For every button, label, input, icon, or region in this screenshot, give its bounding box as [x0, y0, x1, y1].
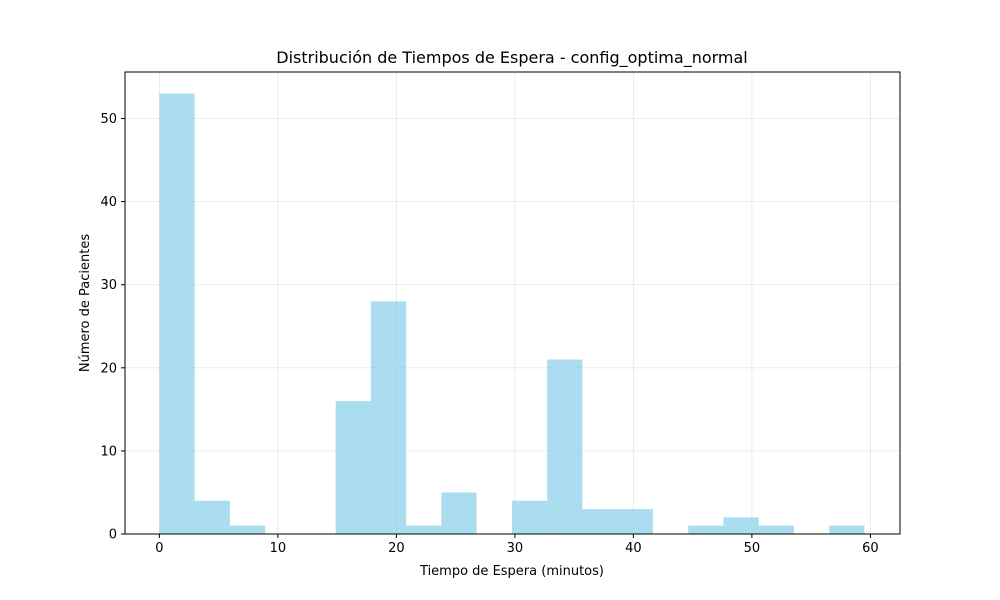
histogram-bar-16 [723, 517, 759, 534]
x-axis-ticks: 0 10 20 30 40 50 60 [155, 534, 879, 556]
x-tick-label: 10 [270, 541, 287, 556]
histogram-bar-1 [194, 500, 230, 534]
chart-title: Distribución de Tiempos de Espera - conf… [276, 48, 748, 68]
y-tick-label: 0 [109, 528, 117, 543]
histogram-bar-2 [229, 525, 266, 534]
y-axis-label: Número de Pacientes [78, 234, 93, 372]
y-tick-label: 40 [100, 195, 117, 210]
y-tick-label: 50 [100, 112, 117, 127]
histogram-bar-5 [335, 401, 371, 534]
x-tick-label: 40 [625, 541, 642, 556]
histogram-bar-0 [159, 93, 195, 535]
x-tick-label: 50 [744, 541, 761, 556]
y-tick-label: 20 [100, 361, 117, 376]
grid-lines [125, 72, 900, 535]
x-tick-label: 0 [155, 541, 163, 556]
histogram-bar-19 [829, 525, 865, 534]
bars [159, 93, 865, 535]
x-tick-label: 60 [862, 541, 879, 556]
histogram-bar-7 [406, 525, 442, 534]
y-tick-label: 30 [100, 278, 117, 293]
histogram-bar-8 [441, 492, 477, 534]
histogram-bar-13 [617, 509, 653, 534]
x-tick-label: 20 [388, 541, 405, 556]
histogram-bar-6 [370, 301, 407, 534]
histogram-bar-17 [758, 525, 794, 534]
plot-frame [124, 71, 901, 535]
x-axis-label: Tiempo de Espera (minutos) [419, 564, 604, 579]
y-axis-ticks: 0 10 20 30 40 50 [100, 112, 125, 543]
histogram-bar-10 [511, 500, 548, 534]
y-tick-label: 10 [100, 444, 117, 459]
histogram-bar-12 [582, 509, 618, 534]
histogram-bar-11 [547, 359, 583, 534]
x-tick-label: 30 [507, 541, 524, 556]
histogram-bar-15 [688, 525, 724, 534]
